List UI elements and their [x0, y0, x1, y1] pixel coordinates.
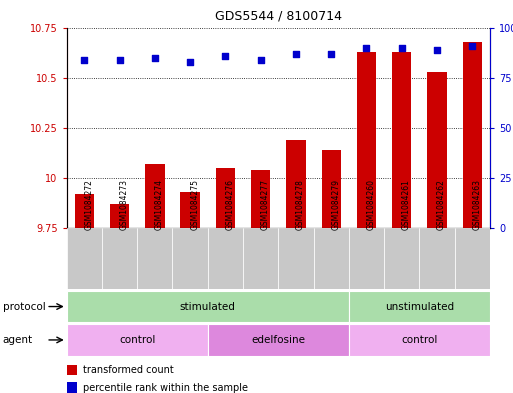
Bar: [392, 51, 411, 228]
Point: [292, 50, 300, 57]
Text: GSM1084274: GSM1084274: [155, 179, 164, 230]
Bar: [172, 228, 208, 289]
Text: GDS5544 / 8100714: GDS5544 / 8100714: [215, 10, 342, 23]
Text: GSM1084275: GSM1084275: [190, 179, 199, 230]
Bar: [74, 194, 94, 228]
Bar: [208, 324, 349, 356]
Text: GSM1084276: GSM1084276: [225, 179, 234, 230]
Text: control: control: [401, 335, 438, 345]
Bar: [251, 170, 270, 228]
Text: GSM1084273: GSM1084273: [120, 179, 129, 230]
Bar: [313, 228, 349, 289]
Text: GSM1084277: GSM1084277: [261, 179, 270, 230]
Bar: [427, 72, 447, 228]
Bar: [67, 382, 77, 393]
Bar: [215, 168, 235, 228]
Bar: [322, 150, 341, 228]
Bar: [67, 228, 102, 289]
Text: GSM1084260: GSM1084260: [366, 179, 376, 230]
Bar: [181, 192, 200, 228]
Text: GSM1084262: GSM1084262: [437, 179, 446, 230]
Bar: [357, 51, 376, 228]
Point: [151, 55, 159, 61]
Text: agent: agent: [3, 335, 33, 345]
Point: [398, 44, 406, 51]
Bar: [455, 228, 490, 289]
Text: GSM1084261: GSM1084261: [402, 179, 411, 230]
Bar: [137, 228, 172, 289]
Bar: [349, 291, 490, 322]
Text: protocol: protocol: [3, 301, 45, 312]
Text: stimulated: stimulated: [180, 301, 235, 312]
Text: transformed count: transformed count: [83, 365, 174, 375]
Bar: [110, 204, 129, 228]
Point: [80, 57, 88, 63]
Bar: [67, 291, 349, 322]
Text: percentile rank within the sample: percentile rank within the sample: [83, 383, 248, 393]
Point: [186, 59, 194, 65]
Text: control: control: [119, 335, 155, 345]
Bar: [67, 365, 77, 375]
Bar: [349, 324, 490, 356]
Text: GSM1084279: GSM1084279: [331, 179, 340, 230]
Bar: [349, 228, 384, 289]
Bar: [278, 228, 313, 289]
Bar: [145, 164, 165, 228]
Bar: [419, 228, 455, 289]
Bar: [243, 228, 278, 289]
Text: GSM1084263: GSM1084263: [472, 179, 481, 230]
Bar: [102, 228, 137, 289]
Point: [468, 42, 477, 49]
Point: [115, 57, 124, 63]
Point: [433, 46, 441, 53]
Point: [221, 52, 229, 59]
Bar: [463, 42, 482, 228]
Point: [256, 57, 265, 63]
Point: [362, 44, 370, 51]
Bar: [208, 228, 243, 289]
Bar: [286, 140, 306, 228]
Text: GSM1084278: GSM1084278: [296, 179, 305, 230]
Text: unstimulated: unstimulated: [385, 301, 454, 312]
Bar: [384, 228, 420, 289]
Text: edelfosine: edelfosine: [251, 335, 305, 345]
Text: GSM1084272: GSM1084272: [84, 179, 93, 230]
Bar: [67, 324, 208, 356]
Point: [327, 50, 336, 57]
